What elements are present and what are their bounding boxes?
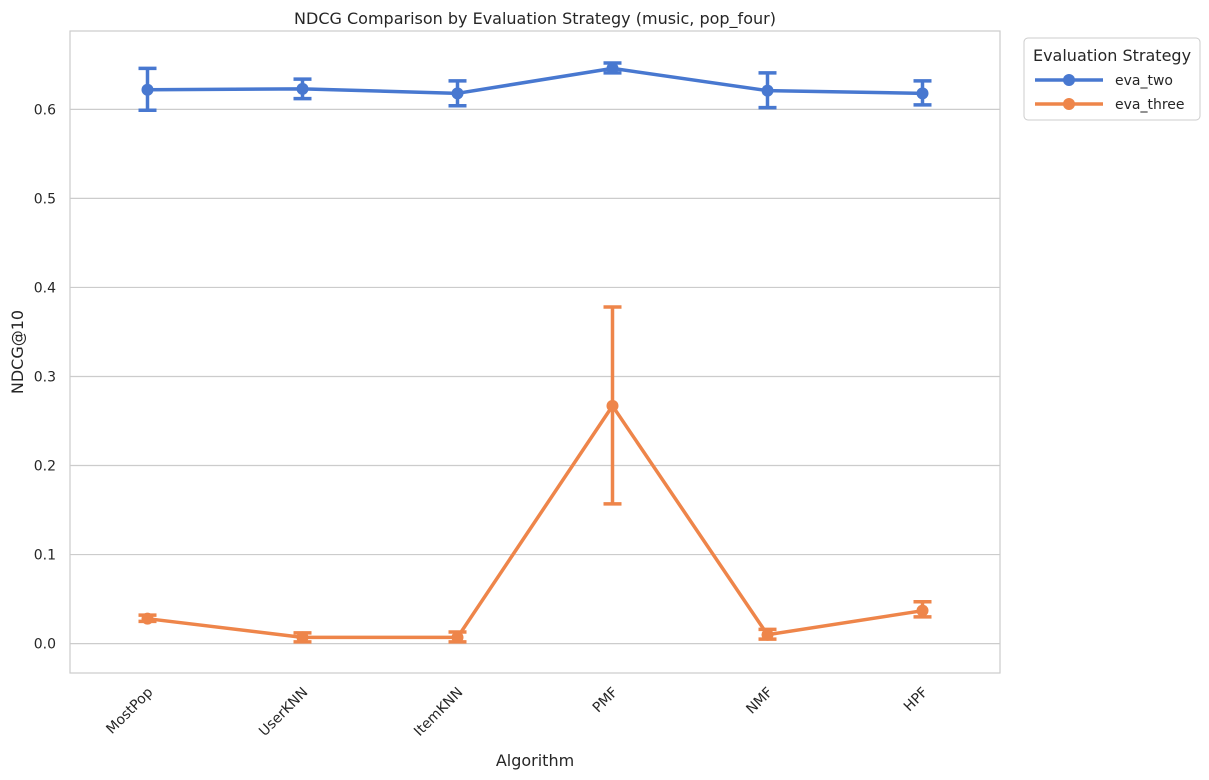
y-tick-label: 0.4 xyxy=(34,280,56,296)
legend-label: eva_two xyxy=(1115,73,1173,89)
legend: Evaluation Strategy eva_two eva_three xyxy=(1023,37,1201,121)
series-line xyxy=(147,66,923,96)
series-line xyxy=(147,404,923,640)
data-point xyxy=(296,631,309,644)
legend-swatch-marker xyxy=(1063,98,1075,110)
legend-swatch-marker xyxy=(1063,74,1075,86)
data-point xyxy=(451,631,464,644)
legend-label: eva_three xyxy=(1115,97,1185,113)
y-tick-labels: 0.0 0.1 0.2 0.3 0.4 0.5 0.6 xyxy=(34,102,56,652)
legend-items: eva_two eva_three xyxy=(1035,73,1185,113)
data-point xyxy=(141,83,154,96)
y-tick-label: 0.6 xyxy=(34,102,56,118)
data-point xyxy=(916,87,929,100)
data-point xyxy=(916,604,929,617)
plot-frame xyxy=(69,30,1001,674)
gridlines xyxy=(70,108,1000,645)
data-point xyxy=(761,628,774,641)
series-eva_three xyxy=(138,305,932,644)
data-point xyxy=(606,62,619,75)
data-point xyxy=(761,84,774,97)
series-eva_two xyxy=(138,61,932,112)
series-layer xyxy=(138,61,932,644)
legend-title: Evaluation Strategy xyxy=(1033,46,1191,65)
data-point xyxy=(606,399,619,412)
y-axis-label: NDCG@10 xyxy=(8,310,27,394)
y-tick-label: 0.3 xyxy=(34,369,56,385)
y-tick-label: 0.2 xyxy=(34,459,56,475)
data-point xyxy=(141,612,154,625)
data-point xyxy=(451,87,464,100)
legend-item-eva_three: eva_three xyxy=(1035,97,1185,113)
chart-title: NDCG Comparison by Evaluation Strategy (… xyxy=(294,9,776,29)
legend-item-eva_two: eva_two xyxy=(1035,73,1173,89)
data-point xyxy=(296,82,309,95)
y-tick-label: 0.5 xyxy=(34,191,56,207)
y-tick-label: 0.0 xyxy=(34,637,56,653)
y-tick-label: 0.1 xyxy=(34,548,56,564)
x-axis-label: Algorithm xyxy=(496,751,574,770)
